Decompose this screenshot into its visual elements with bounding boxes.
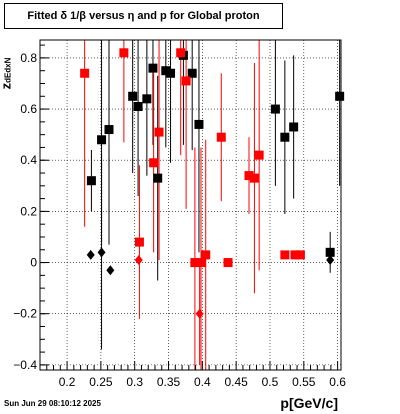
x-tick-label: 0.45 bbox=[224, 375, 248, 389]
x-tick-label: 0.4 bbox=[194, 375, 211, 389]
square-marker bbox=[149, 158, 159, 168]
x-tick-label: 0.25 bbox=[89, 375, 113, 389]
diamond-marker bbox=[106, 265, 115, 276]
square-marker bbox=[119, 48, 129, 58]
square-marker bbox=[133, 102, 143, 112]
square-marker bbox=[86, 176, 96, 186]
square-marker bbox=[80, 68, 90, 78]
diamond-marker bbox=[97, 247, 106, 258]
square-marker bbox=[290, 250, 300, 260]
square-marker bbox=[154, 127, 164, 137]
square-marker bbox=[176, 48, 186, 58]
x-tick-label: 0.55 bbox=[292, 375, 316, 389]
square-marker bbox=[295, 250, 305, 260]
error-bars bbox=[84, 40, 341, 370]
square-marker bbox=[134, 237, 144, 247]
chart-title-text: Fitted δ 1/β versus η and p for Global p… bbox=[27, 10, 260, 22]
square-marker bbox=[142, 94, 152, 104]
square-marker bbox=[187, 68, 197, 78]
square-marker bbox=[254, 150, 264, 160]
square-marker bbox=[148, 63, 158, 73]
diamond-marker bbox=[326, 255, 335, 265]
square-marker bbox=[280, 250, 290, 260]
square-marker bbox=[280, 132, 290, 142]
square-marker bbox=[166, 68, 176, 78]
square-marker bbox=[244, 171, 254, 181]
diamond-marker bbox=[195, 308, 204, 319]
y-axis-label-z: z bbox=[0, 83, 13, 90]
square-marker bbox=[335, 91, 345, 101]
x-tick-label: 0.3 bbox=[126, 375, 143, 389]
timestamp: Sun Jun 29 08:10:12 2025 bbox=[4, 399, 101, 408]
x-tick-label: 0.6 bbox=[329, 375, 346, 389]
square-marker bbox=[104, 125, 114, 135]
square-marker bbox=[128, 91, 138, 101]
y-tick-label: 0.4 bbox=[20, 153, 37, 167]
grid-lines bbox=[40, 40, 341, 370]
y-axis-label-wrap: zdEdxN bbox=[0, 44, 48, 104]
square-marker bbox=[270, 104, 280, 114]
square-marker bbox=[194, 119, 204, 129]
y-axis-label: zdEdxN bbox=[0, 58, 13, 90]
plot-frame bbox=[39, 39, 342, 371]
square-marker bbox=[216, 132, 226, 142]
y-tick-label: 0.2 bbox=[20, 204, 37, 218]
y-tick-label: −0.2 bbox=[13, 307, 37, 321]
square-marker bbox=[223, 258, 233, 268]
y-axis-label-subscript: dEdxN bbox=[3, 57, 13, 83]
y-tick-label: 0.6 bbox=[20, 102, 37, 116]
square-marker bbox=[97, 135, 107, 145]
x-axis-label: p[GeV/c] bbox=[280, 395, 338, 411]
chart-title: Fitted δ 1/β versus η and p for Global p… bbox=[4, 3, 283, 29]
square-marker bbox=[161, 66, 171, 76]
square-marker bbox=[196, 258, 206, 268]
x-tick-label: 0.5 bbox=[262, 375, 279, 389]
square-marker bbox=[190, 258, 200, 268]
diamond-marker bbox=[86, 249, 95, 260]
data-markers bbox=[80, 48, 345, 319]
square-marker bbox=[201, 250, 211, 260]
diamond-marker bbox=[134, 255, 143, 265]
square-marker bbox=[181, 76, 191, 86]
square-marker bbox=[249, 173, 259, 183]
square-marker bbox=[289, 122, 299, 132]
y-tick-label: 0.8 bbox=[20, 51, 37, 65]
axis-ticks: 0.2 0.25 0.3 0.35 0.4 0.45 0.5 0.55 0.6 −0.4 −0.2 0… bbox=[13, 44, 346, 389]
square-marker bbox=[325, 247, 335, 257]
y-tick-label: 0 bbox=[30, 256, 37, 270]
x-tick-label: 0.2 bbox=[59, 375, 76, 389]
y-tick-label: −0.4 bbox=[13, 358, 37, 372]
x-tick-label: 0.35 bbox=[157, 375, 181, 389]
square-marker bbox=[153, 173, 163, 183]
